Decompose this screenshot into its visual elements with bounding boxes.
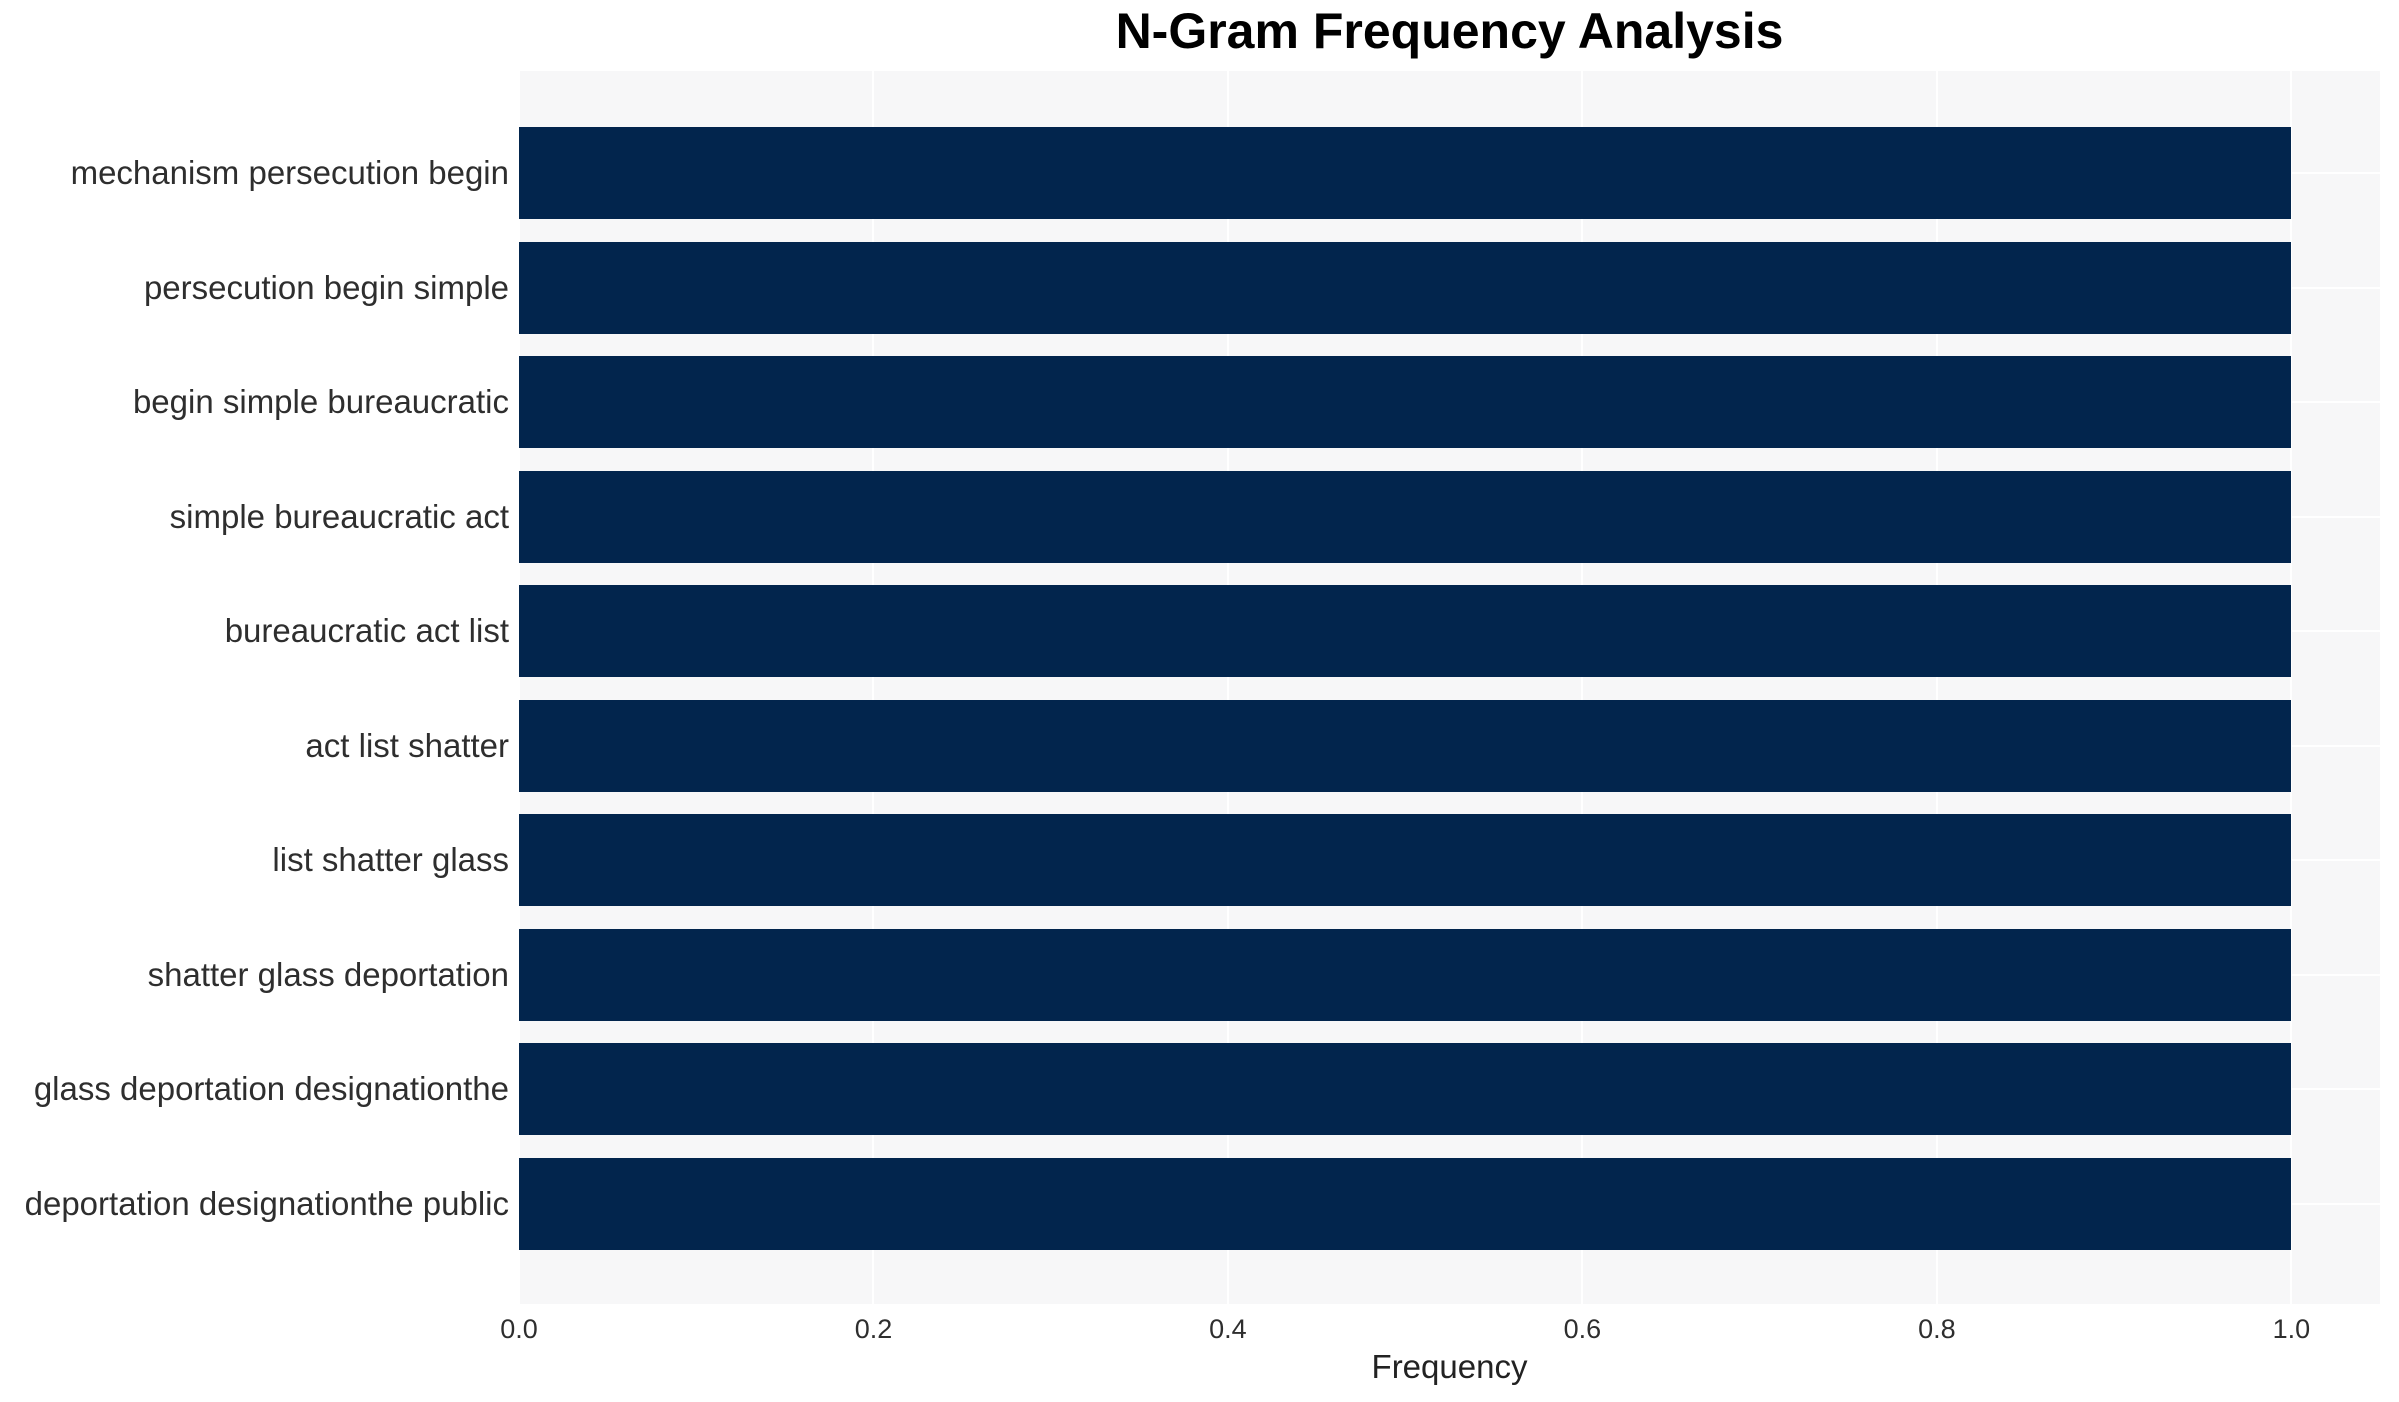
y-tick-label: persecution begin simple — [143, 268, 509, 306]
bar — [519, 1043, 2292, 1136]
x-tick-label: 1.0 — [2272, 1314, 2311, 1344]
x-tick-label: 0.4 — [1209, 1314, 1247, 1344]
bar — [519, 699, 2292, 792]
bar — [519, 356, 2292, 449]
x-tick-label: 0.8 — [1918, 1314, 1956, 1344]
gridline-vertical — [1581, 71, 1584, 1304]
x-tick-label: 0.6 — [1563, 1314, 1602, 1344]
gridline-vertical — [519, 71, 520, 1304]
y-tick-label: bureaucratic act list — [224, 612, 509, 650]
bar — [519, 814, 2292, 907]
gridline-vertical — [2290, 71, 2293, 1304]
plot-area — [519, 71, 2380, 1304]
bar — [519, 928, 2292, 1021]
x-axis-title: Frequency — [1371, 1348, 1528, 1385]
gridline-vertical — [872, 71, 875, 1304]
bar — [519, 241, 2292, 334]
y-tick-label: deportation designationthe public — [24, 1184, 509, 1222]
gridline-vertical — [1226, 71, 1229, 1304]
y-tick-label: act list shatter — [305, 726, 509, 764]
x-tick-label: 0.0 — [500, 1314, 538, 1344]
bar — [519, 470, 2292, 563]
bar — [519, 1157, 2292, 1250]
bar — [519, 127, 2292, 219]
y-tick-label: glass deportation designationthe — [33, 1070, 509, 1108]
y-tick-label: begin simple bureaucratic — [132, 383, 509, 421]
y-tick-label: list shatter glass — [272, 841, 509, 879]
bar — [519, 585, 2292, 678]
y-tick-label: mechanism persecution begin — [70, 154, 509, 191]
x-tick-label: 0.2 — [854, 1314, 893, 1344]
y-tick-label: shatter glass deportation — [147, 955, 509, 993]
y-tick-label: simple bureaucratic act — [169, 497, 509, 535]
gridline-vertical — [1935, 71, 1938, 1304]
chart-title: N-Gram Frequency Analysis — [1115, 3, 1784, 59]
